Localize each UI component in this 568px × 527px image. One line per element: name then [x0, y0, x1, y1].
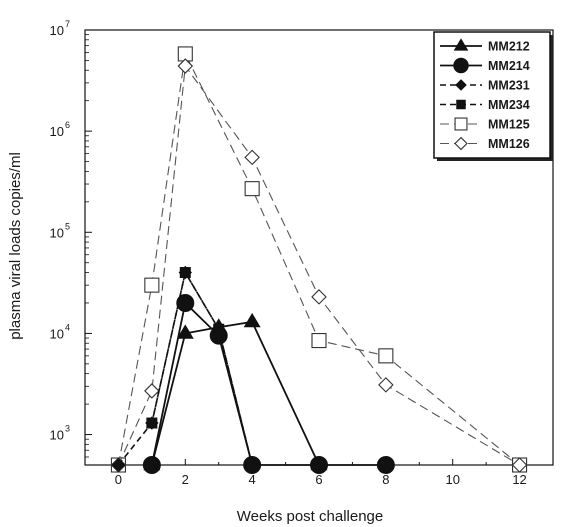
legend-label: MM234 [488, 98, 530, 112]
legend-box [433, 31, 551, 159]
data-point [378, 348, 394, 364]
data-point [246, 459, 258, 471]
legend-marker [455, 79, 467, 91]
legend-label: MM212 [488, 40, 530, 54]
data-point [311, 289, 327, 305]
legend-item: MM125 [440, 118, 530, 132]
y-tick-label: 10 [50, 225, 64, 240]
series-mm214 [142, 293, 395, 474]
data-point [511, 457, 528, 473]
x-tick-label: 10 [445, 472, 459, 487]
legend-item: MM214 [440, 57, 530, 74]
data-point [177, 58, 194, 74]
data-point [146, 417, 158, 429]
x-tick-label: 0 [115, 472, 122, 487]
data-point [244, 181, 260, 197]
data-point [179, 267, 191, 279]
series-mm234 [146, 267, 258, 471]
y-tick-exponent: 3 [65, 424, 70, 434]
data-point [244, 149, 260, 166]
legend-marker [454, 117, 468, 131]
legend-marker [453, 38, 469, 51]
x-tick-label: 2 [182, 472, 189, 487]
data-point [311, 333, 327, 349]
series-line [117, 270, 253, 466]
legend-item: MM126 [440, 136, 530, 151]
data-point [310, 456, 328, 474]
legend-label: MM125 [488, 118, 530, 132]
y-tick-exponent: 5 [65, 221, 70, 231]
y-tick-label: 10 [50, 428, 64, 443]
y-tick-exponent: 4 [65, 322, 70, 332]
legend-label: MM126 [488, 137, 530, 151]
y-tick-exponent: 6 [65, 120, 70, 130]
legend-item: MM234 [440, 98, 530, 112]
data-point [144, 383, 160, 399]
legend-item: MM212 [440, 38, 530, 54]
legend-marker [454, 136, 468, 151]
y-tick-label: 10 [50, 124, 64, 139]
y-tick-label: 10 [50, 326, 64, 341]
legend-label: MM214 [488, 59, 530, 73]
legend-marker [456, 99, 466, 110]
data-point [243, 312, 261, 328]
y-tick-label: 10 [50, 23, 64, 38]
data-point [176, 324, 194, 339]
x-tick-label: 12 [512, 472, 526, 487]
data-point [144, 277, 160, 293]
data-point [176, 293, 195, 312]
legend-marker [453, 57, 469, 74]
x-axis-title: Weeks post challenge [237, 508, 383, 525]
legend: MM212 MM214 MM231 MM234 MM125 MM126 [433, 31, 553, 161]
data-point [142, 456, 161, 474]
series-layer [110, 46, 528, 474]
legend-label: MM231 [488, 79, 530, 93]
data-point [378, 377, 394, 393]
y-axis-title: plasma viral loads copies/ml [7, 152, 24, 340]
data-point [376, 456, 395, 474]
data-point [111, 458, 126, 472]
data-point [213, 323, 225, 335]
y-tick-exponent: 7 [65, 19, 70, 29]
x-tick-label: 8 [382, 472, 389, 487]
x-tick-label: 6 [315, 472, 322, 487]
x-tick-label: 4 [249, 472, 256, 487]
legend-item: MM231 [440, 79, 530, 93]
